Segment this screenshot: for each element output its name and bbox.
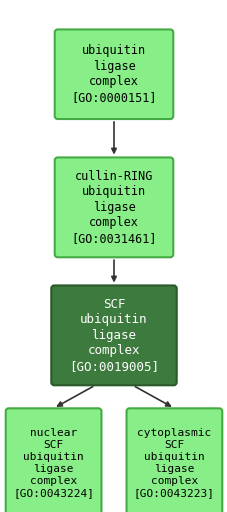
FancyBboxPatch shape — [54, 30, 173, 119]
FancyBboxPatch shape — [126, 409, 221, 512]
FancyBboxPatch shape — [51, 286, 176, 386]
Text: cullin-RING
ubiquitin
ligase
complex
[GO:0031461]: cullin-RING ubiquitin ligase complex [GO… — [71, 170, 156, 245]
FancyBboxPatch shape — [54, 158, 173, 258]
Text: cytoplasmic
SCF
ubiquitin
ligase
complex
[GO:0043223]: cytoplasmic SCF ubiquitin ligase complex… — [133, 429, 214, 498]
Text: SCF
ubiquitin
ligase
complex
[GO:0019005]: SCF ubiquitin ligase complex [GO:0019005… — [69, 298, 158, 373]
FancyBboxPatch shape — [6, 409, 101, 512]
Text: ubiquitin
ligase
complex
[GO:0000151]: ubiquitin ligase complex [GO:0000151] — [71, 45, 156, 104]
Text: nuclear
SCF
ubiquitin
ligase
complex
[GO:0043224]: nuclear SCF ubiquitin ligase complex [GO… — [13, 429, 94, 498]
